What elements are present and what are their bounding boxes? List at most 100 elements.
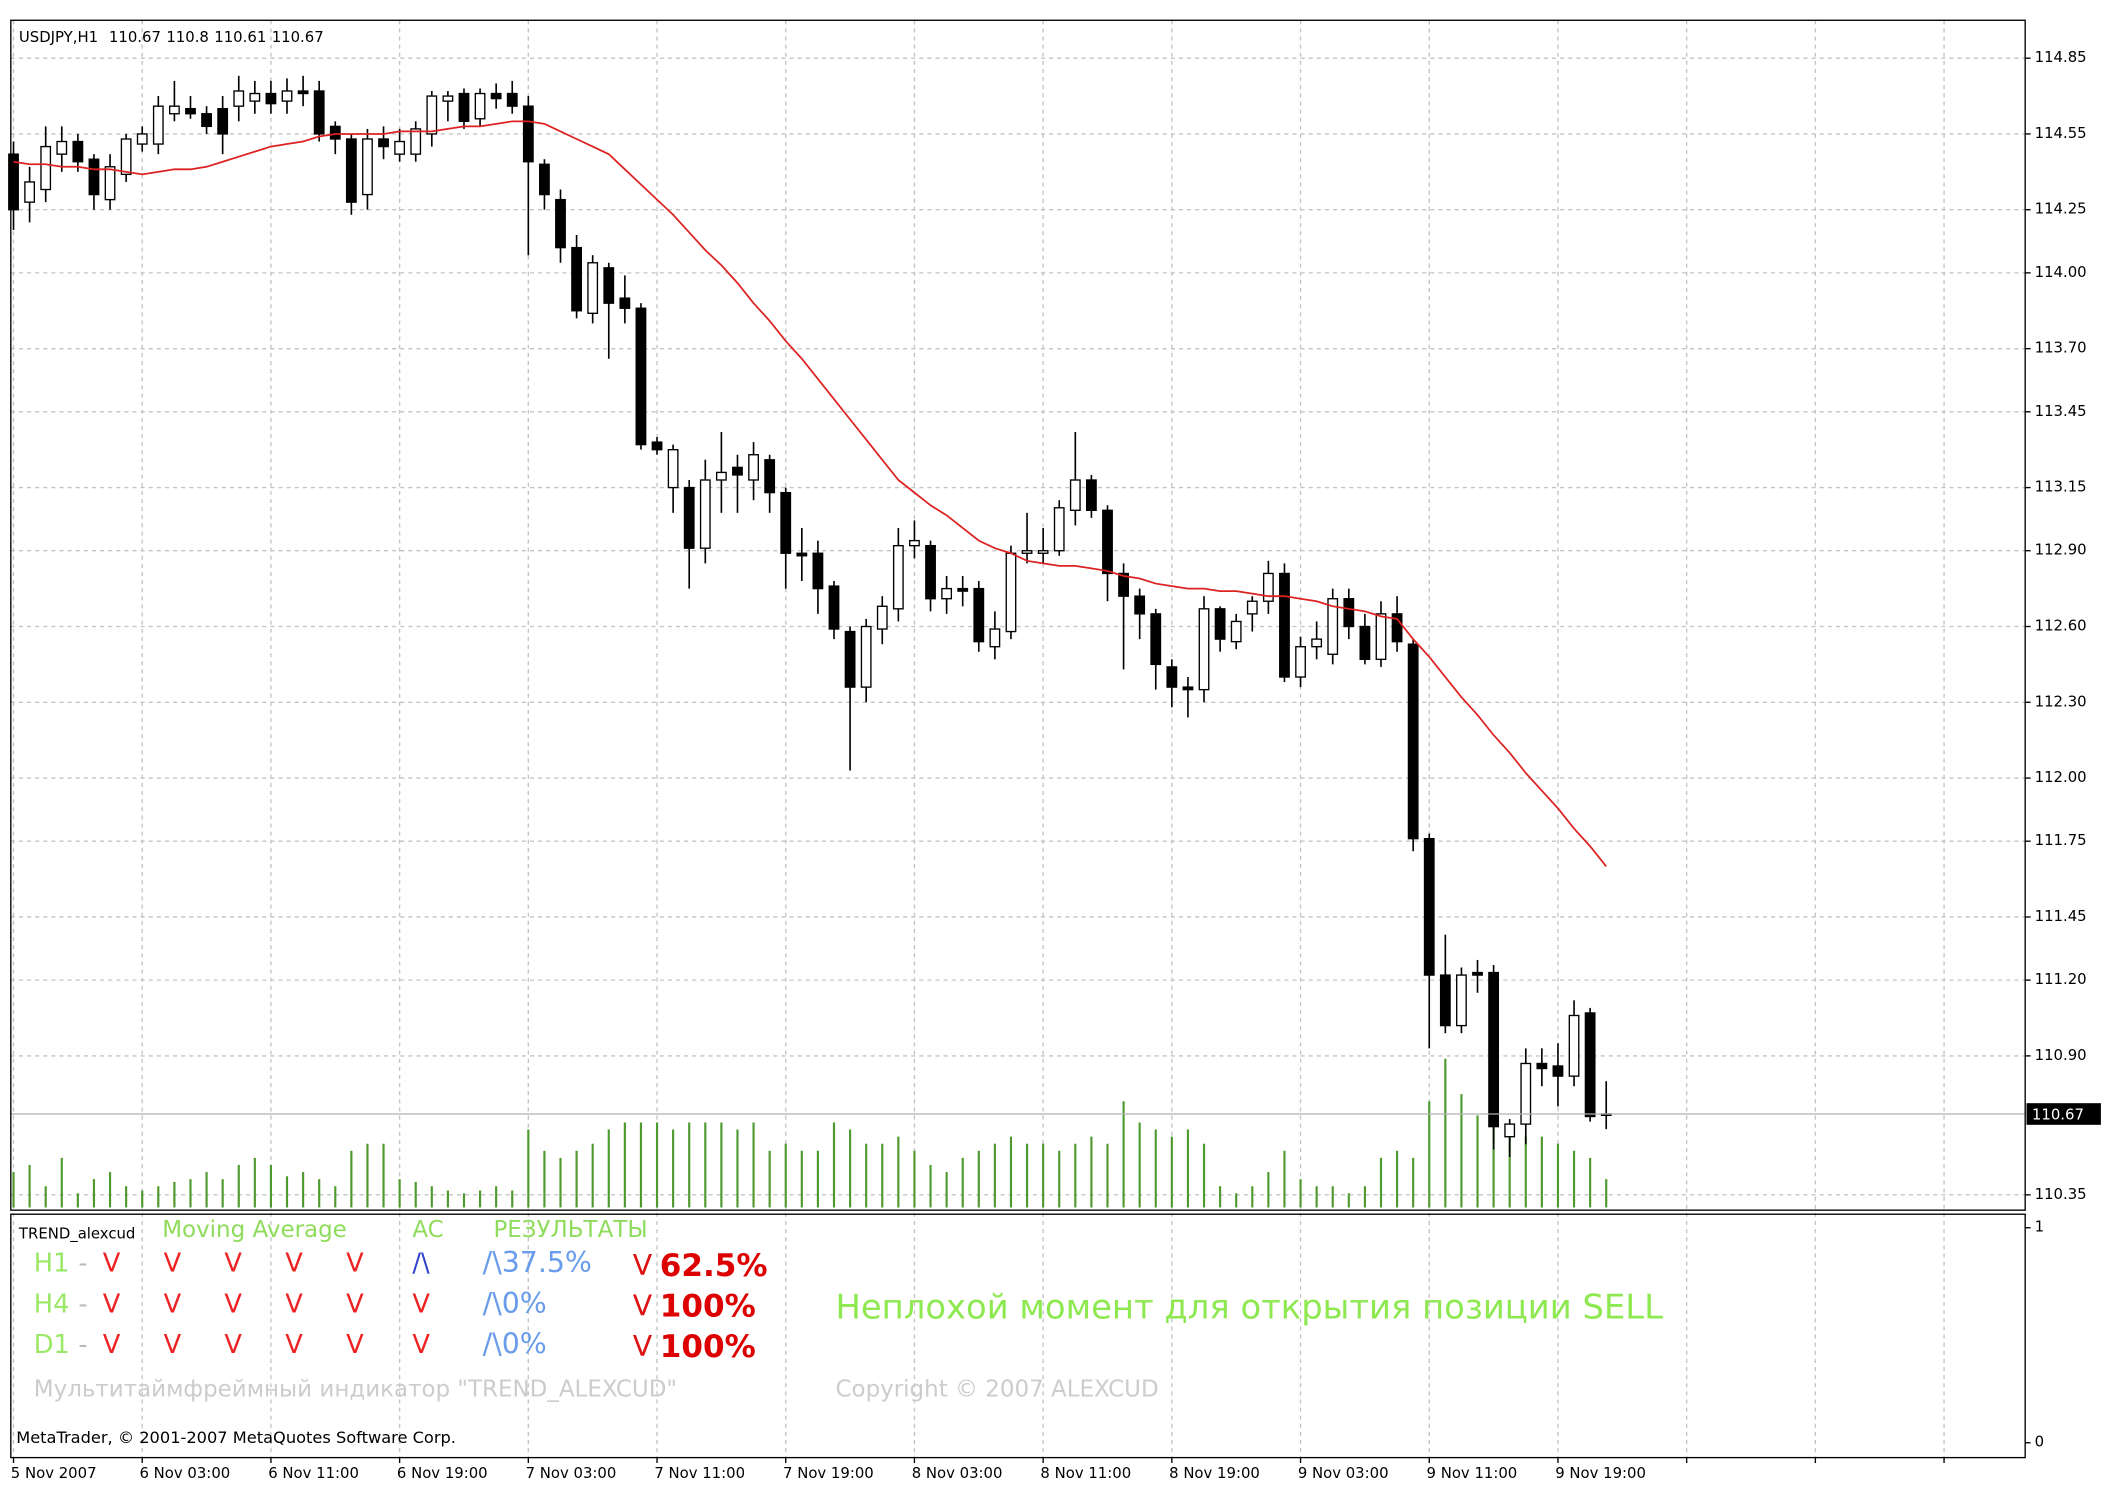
candle-body (297, 90, 309, 95)
candle-body (474, 92, 486, 120)
candle-body (571, 246, 583, 312)
ma-signal: V (346, 1289, 364, 1319)
indicator-footer: Мультитаймфреймный индикатор "TREND_ALEX… (34, 1376, 677, 1402)
candle-body (1472, 971, 1483, 976)
candle-body (1568, 1014, 1580, 1077)
candle-body (651, 441, 663, 451)
candle-body (281, 90, 293, 102)
result-percent: 100% (660, 1289, 756, 1325)
y-tick-label: 114.85 (2035, 48, 2087, 66)
ac-signal: V (412, 1289, 430, 1319)
candle-body (796, 552, 808, 557)
candle-body (1230, 620, 1242, 643)
ma-signal: V (164, 1249, 182, 1279)
candle-body (1520, 1062, 1532, 1125)
grid (10, 20, 2026, 1458)
ma-signal: V (164, 1330, 182, 1360)
x-tick-label: 7 Nov 03:00 (526, 1464, 617, 1482)
candle-body (410, 128, 422, 155)
candle-body (1134, 595, 1146, 615)
y-tick-label: 112.30 (2035, 692, 2087, 710)
candle-body (989, 628, 1001, 648)
candle-body (362, 138, 373, 196)
result-percent: 100% (660, 1329, 756, 1365)
candle-body (1295, 646, 1306, 678)
candle-body (1037, 550, 1049, 554)
y-tick-label: 111.45 (2035, 907, 2087, 925)
platform-copyright: MetaTrader, © 2001-2007 MetaQuotes Softw… (16, 1428, 456, 1447)
candle-body (619, 297, 631, 309)
indicator-tick-label: 1 (2035, 1218, 2044, 1236)
candle-body (748, 454, 759, 481)
x-tick-label: 7 Nov 11:00 (654, 1464, 745, 1482)
candle-body (168, 105, 180, 115)
indicator-tick-label: 0 (2035, 1433, 2044, 1451)
candle-body (732, 466, 743, 476)
ac-percent: /\0% (483, 1327, 547, 1360)
candle-body (329, 125, 341, 140)
separator: - (78, 1289, 87, 1319)
candle-body (458, 92, 470, 122)
ma-signal: V (103, 1289, 121, 1319)
candle-body (104, 166, 116, 201)
separator: - (78, 1330, 87, 1360)
overlay-layer (10, 120, 2026, 1115)
y-tick-label: 111.20 (2035, 970, 2087, 988)
candle-body (764, 459, 776, 494)
candle-body (587, 262, 599, 314)
candle-body (1584, 1012, 1596, 1118)
candle-body (1327, 598, 1339, 655)
candle-body (345, 138, 357, 203)
candle-body (1166, 666, 1178, 688)
y-tick-label: 112.00 (2035, 768, 2087, 786)
chart-header: USDJPY,H1 110.67 110.8 110.61 110.67 (19, 28, 324, 46)
candle-body (185, 108, 196, 115)
candle-body (1439, 974, 1451, 1027)
candle-body (201, 113, 212, 128)
candle-body (1375, 613, 1387, 661)
y-tick-label: 112.60 (2035, 616, 2087, 634)
current-price-box (2026, 1103, 2101, 1125)
candle-body (249, 92, 261, 102)
x-tick-label: 8 Nov 19:00 (1169, 1464, 1260, 1482)
candle-body (265, 92, 277, 105)
header-ma: Moving Average (162, 1217, 347, 1243)
timeframe: H1 (34, 1249, 70, 1279)
main-pane-frame (10, 19, 2026, 1211)
x-tick-label: 9 Nov 03:00 (1298, 1464, 1389, 1482)
candle-body (394, 140, 406, 155)
result-signal: V (633, 1290, 653, 1323)
result-signal: V (633, 1249, 653, 1282)
candle-body (1407, 643, 1419, 840)
candle-body (957, 587, 969, 592)
candle-body (1021, 550, 1033, 554)
ma-signal: V (285, 1289, 303, 1319)
ac-percent: /\37.5% (483, 1246, 592, 1279)
candle-body (812, 552, 824, 590)
y-tick-label: 110.90 (2035, 1046, 2087, 1064)
candle-body (490, 92, 502, 100)
candle-body (635, 307, 647, 446)
candle-body (313, 90, 325, 135)
y-tick-label: 113.70 (2035, 339, 2087, 357)
symbol: USDJPY,H1 (19, 28, 98, 46)
candle-body (1069, 479, 1081, 511)
candle-body (378, 138, 389, 148)
candle-body (683, 486, 695, 549)
indicator-pane-frame (10, 1213, 2026, 1459)
indicator-copyright: Copyright © 2007 ALEXCUD (835, 1376, 1158, 1402)
candle-body (8, 153, 19, 211)
header-ac: AC (412, 1217, 443, 1243)
candle-body (1085, 479, 1097, 511)
candle-body (555, 198, 566, 249)
x-tick-label: 9 Nov 11:00 (1427, 1464, 1518, 1482)
x-tick-label: 9 Nov 19:00 (1555, 1464, 1646, 1482)
candle-body (876, 605, 888, 630)
candle-body (909, 539, 920, 547)
timeframe: H4 (34, 1289, 70, 1319)
ma-signal: V (224, 1249, 242, 1279)
candle-body (1262, 572, 1274, 602)
ma-signal: V (224, 1289, 242, 1319)
